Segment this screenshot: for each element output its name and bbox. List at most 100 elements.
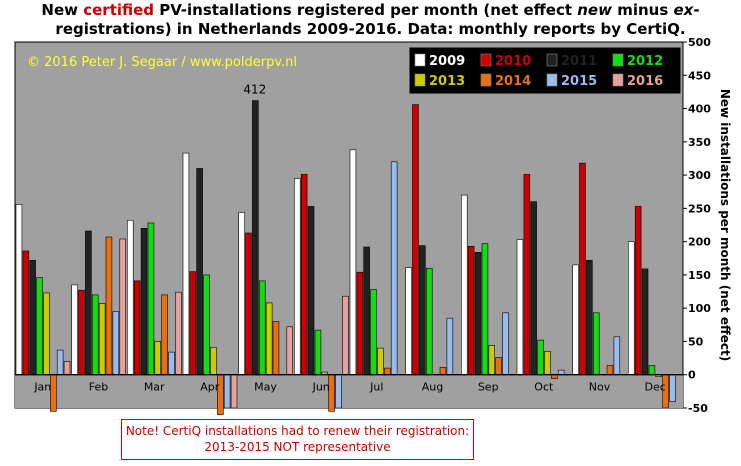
bar-2015-Dec	[669, 374, 676, 402]
bar-2011-Nov	[586, 259, 593, 376]
bar-2011-Sep	[474, 252, 482, 376]
bar-2009-Jul	[349, 149, 357, 375]
bar-2014-May	[272, 321, 280, 376]
bar-2011-Jul	[363, 246, 370, 376]
bar-2009-Aug	[405, 267, 412, 376]
legend-label: 2011	[561, 54, 597, 69]
x-tick-label: Jul	[369, 381, 383, 394]
bar-2013-May	[265, 302, 273, 376]
x-tick-label: Dec	[645, 381, 666, 394]
bar-2010-Sep	[467, 246, 475, 375]
bar-2015-Feb	[112, 311, 120, 376]
chart-title: New certified PV-installations registere…	[41, 1, 700, 38]
bar-2011-Apr	[196, 168, 203, 375]
legend-label: 2010	[495, 54, 531, 69]
legend-swatch	[480, 53, 492, 67]
y-tick-label: 250	[688, 202, 711, 215]
legend-swatch	[612, 53, 624, 67]
bar-2014-Aug	[439, 367, 447, 375]
bar-2016-Feb	[119, 238, 127, 376]
bar-2011-Dec	[641, 268, 649, 375]
bar-2013-Feb	[98, 303, 106, 375]
legend-label: 2014	[495, 74, 531, 89]
bar-2014-Nov	[606, 365, 614, 375]
legend-swatch	[414, 73, 426, 87]
bar-2011-Jan	[29, 259, 36, 376]
plot-area	[14, 41, 684, 409]
bar-2010-Jan	[22, 250, 30, 376]
legend-swatch	[480, 73, 492, 87]
copyright-text: © 2016 Peter J. Segaar / www.polderpv.nl	[27, 55, 297, 70]
bar-2009-Mar	[127, 220, 134, 375]
month-band	[15, 374, 683, 408]
bar-2011-Oct	[530, 201, 537, 375]
legend-label: 2015	[561, 74, 597, 89]
bar-2016-May	[286, 326, 293, 375]
bar-2009-Jan	[15, 204, 23, 376]
legend-label: 2012	[627, 54, 663, 69]
y-tick-label: 100	[688, 302, 711, 315]
bar-2010-May	[245, 232, 252, 375]
bar-2010-Mar	[133, 280, 141, 375]
legend-label: 2009	[429, 54, 465, 69]
bar-2010-Feb	[78, 289, 85, 376]
x-tick-label: May	[254, 381, 277, 394]
bar-2014-Sep	[495, 357, 502, 375]
bar-2009-Oct	[516, 239, 524, 376]
bar-2009-Sep	[460, 194, 468, 376]
bar-2010-Apr	[189, 271, 197, 376]
bar-2010-Jul	[356, 271, 364, 376]
bar-2016-Mar	[175, 291, 182, 376]
legend: 2009 2010 2011 2012 2013 2014 2015 2016	[409, 47, 681, 94]
y-tick-label: 500	[688, 36, 711, 49]
x-tick-label: Apr	[200, 381, 220, 394]
x-tick-label: Nov	[589, 381, 611, 394]
bar-2015-Sep	[502, 312, 509, 375]
bar-2010-Dec	[634, 206, 642, 376]
y-tick-label: -50	[688, 402, 708, 415]
y-axis-label: New installations per month (net effect)	[718, 89, 732, 361]
x-tick-label: Jun	[312, 381, 330, 394]
bar-2009-Dec	[627, 241, 635, 376]
bar-2009-Feb	[71, 284, 78, 375]
bar-2014-Jul	[384, 367, 391, 376]
bar-2015-Mar	[168, 351, 175, 376]
bar-2012-Jun	[314, 329, 322, 376]
bar-2013-Mar	[154, 341, 162, 376]
bar-2010-Nov	[579, 162, 586, 376]
bar-2015-Apr	[223, 374, 231, 409]
x-tick-label: Jan	[33, 381, 51, 394]
y-tick-label: 450	[688, 69, 711, 82]
bar-2012-Nov	[592, 312, 600, 375]
legend-box	[409, 47, 681, 94]
legend-swatch	[546, 53, 558, 67]
bar-2012-Apr	[203, 274, 210, 375]
bar-2012-Sep	[481, 243, 489, 376]
legend-swatch	[414, 53, 426, 67]
legend-swatch	[612, 73, 624, 87]
bar-2015-Aug	[446, 317, 454, 376]
bar-2015-Jul	[390, 161, 398, 375]
y-tick-label: 50	[688, 336, 704, 349]
bar-2012-Aug	[425, 267, 433, 376]
bar-2009-Nov	[572, 264, 579, 375]
x-tick-label: Oct	[534, 381, 554, 394]
bar-2014-Feb	[105, 236, 113, 375]
bar-2015-Jun	[335, 374, 342, 409]
bar-2014-Mar	[161, 294, 168, 376]
bar-2016-Jun	[342, 295, 349, 376]
bar-2012-Jul	[370, 289, 377, 375]
bar-2013-Jan	[43, 292, 50, 376]
bar-2010-Oct	[523, 174, 531, 375]
bar-2012-Feb	[92, 294, 99, 376]
x-tick-label: Feb	[89, 381, 108, 394]
bar-2009-Apr	[182, 152, 190, 376]
bar-2011-Feb	[85, 230, 92, 375]
legend-swatch	[546, 73, 558, 87]
y-tick-label: 150	[688, 269, 711, 282]
bar-2009-May	[238, 212, 245, 376]
bar-2011-Aug	[419, 245, 426, 376]
bar-2010-Jun	[300, 174, 308, 375]
bar-2011-Mar	[140, 228, 148, 375]
